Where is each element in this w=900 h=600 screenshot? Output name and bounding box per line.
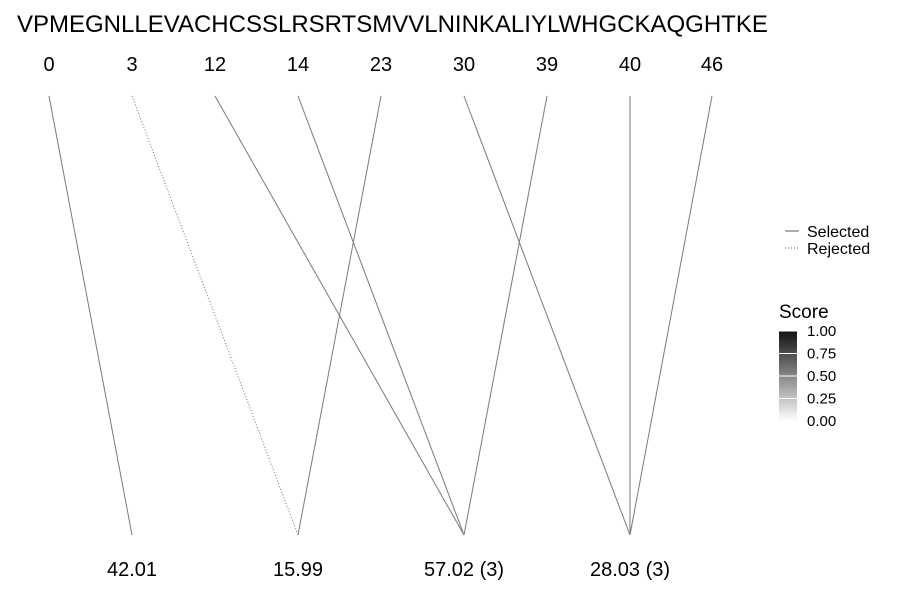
top-position-label: 39 — [536, 54, 558, 76]
connection-line-5 — [297, 95, 382, 536]
score-tick-label: 0.00 — [807, 413, 836, 430]
score-tick-label: 0.50 — [807, 368, 836, 385]
connection-line-4 — [297, 95, 465, 536]
score-tick-label: 1.00 — [807, 323, 836, 340]
score-scale-title: Score — [779, 302, 829, 323]
bottom-score-label: 28.03 (3) — [590, 559, 670, 581]
line-type-legend: Selected Rejected — [785, 224, 870, 258]
top-position-label: 30 — [453, 54, 475, 76]
bottom-score-label: 42.01 — [107, 559, 157, 581]
top-position-label: 46 — [701, 54, 723, 76]
connection-line-1 — [48, 95, 133, 536]
score-tick-label: 0.75 — [807, 346, 836, 363]
score-color-scale: Score 1.00 0.75 0.50 0.25 0.00 — [779, 302, 836, 430]
legend-rejected-label: Rejected — [807, 241, 870, 258]
connection-line-6 — [463, 95, 631, 536]
top-position-label: 12 — [204, 54, 226, 76]
top-position-label: 23 — [370, 54, 392, 76]
top-position-label: 40 — [619, 54, 641, 76]
connection-line-2 — [131, 95, 299, 536]
connection-lines — [48, 95, 713, 536]
top-position-labels: 0 3 12 14 23 30 39 40 46 — [43, 54, 723, 76]
sequence-title: VPMEGNLLEVACHCSSLRSRTSMVVLNINKALIYLWHGCK… — [17, 11, 768, 38]
top-position-label: 14 — [287, 54, 309, 76]
connection-line-7 — [463, 95, 548, 536]
score-scale-ticks: 1.00 0.75 0.50 0.25 0.00 — [779, 323, 836, 430]
legend-selected-label: Selected — [807, 224, 869, 241]
bottom-score-label: 15.99 — [273, 559, 323, 581]
bottom-score-labels: 42.01 15.99 57.02 (3) 28.03 (3) — [107, 559, 670, 581]
top-position-label: 3 — [126, 54, 137, 76]
top-position-label: 0 — [43, 54, 54, 76]
connection-line-9 — [629, 95, 713, 536]
score-tick-label: 0.25 — [807, 391, 836, 408]
bottom-score-label: 57.02 (3) — [424, 559, 504, 581]
